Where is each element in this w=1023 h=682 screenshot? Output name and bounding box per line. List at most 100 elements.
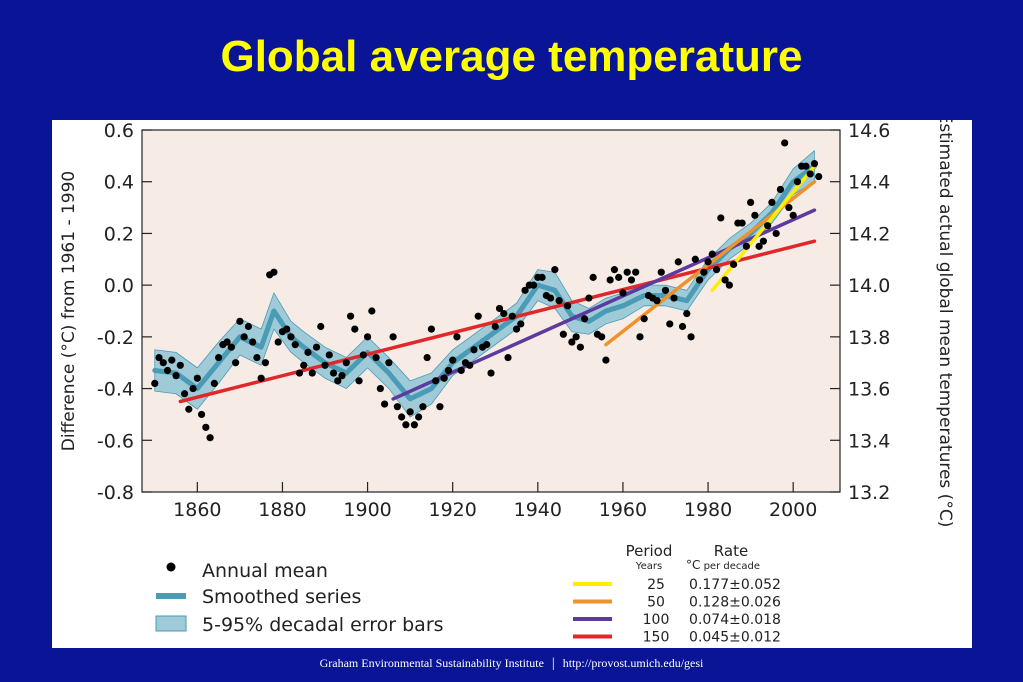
left-y-tick-label: -0.4 [97,379,134,401]
annual-mean-point [380,400,389,408]
legend-annual-mean-label: Annual mean [202,560,328,582]
right-y-tick-label: 13.4 [848,430,890,452]
legend-trend-rate-150: 0.045±0.012 [689,630,781,646]
right-y-tick-label: 14.6 [848,120,890,142]
annual-mean-point [674,258,682,266]
annual-mean-point [670,294,678,302]
trend-line-150 [178,239,817,404]
legend-error-bars-swatch [155,615,187,632]
annual-mean-point [197,410,206,419]
annual-mean-point [815,172,823,181]
right-axis-label-text: Estimated actual global mean temperature… [935,120,955,527]
annual-mean-point [781,139,789,147]
annual-mean-point [338,372,346,380]
annual-mean-point [355,377,363,385]
footer-url[interactable]: http://provost.umich.edu/gesi [562,656,704,670]
right-y-tick-label: 13.2 [848,482,890,504]
annual-mean-point [312,343,321,351]
annual-mean-point [606,276,614,284]
x-tick-label: 1940 [514,499,562,521]
annual-mean-point [457,366,465,375]
annual-mean-point [806,170,814,178]
annual-mean-point [487,369,495,377]
annual-mean-point [700,268,708,276]
right-y-tick-label: 14.0 [848,275,890,297]
annual-mean-point [653,297,661,305]
legend-period-units: Years [635,561,662,572]
annual-mean-point [512,325,521,333]
annual-mean-point [576,343,584,351]
annual-mean-point [295,369,304,377]
right-y-tick-label: 14.2 [848,223,890,245]
annual-mean-point [610,266,619,274]
annual-mean-point [776,185,785,194]
annual-mean-point [227,343,235,351]
annual-mean-point [538,273,546,281]
legend-rate-units: °C per decade [686,558,760,572]
x-tick-label: 2000 [769,499,817,521]
annual-mean-point [546,294,555,302]
annual-mean-point [474,312,482,320]
annual-mean-point [342,359,350,367]
annual-mean-point [589,273,597,281]
annual-mean-point [695,276,704,284]
annual-mean-point [189,384,197,393]
annual-mean-point [678,322,687,331]
annual-mean-point [325,351,333,359]
left-y-tick-label: -0.2 [97,327,134,349]
legend-rate-units-symbol: °C [686,558,700,572]
x-tick-label: 1860 [173,499,221,521]
annual-mean-point [393,403,401,411]
annual-mean-point [223,338,231,346]
annual-mean-point [423,353,431,362]
footer-separator: | [551,656,555,671]
annual-mean-point [793,178,802,186]
annual-mean-point [615,273,623,281]
annual-mean-point [449,356,457,364]
annual-mean-point [581,315,589,323]
annual-mean-point [402,421,410,429]
legend-rate-header: Rate [714,542,748,560]
chart-figure: 0.6 14.6 0.4 14.4 0.2 14.2 0.0 14.0 -0.2 13.8 -0.4… [52,120,972,648]
x-tick-label: 1920 [429,499,477,521]
annual-mean-point [712,266,721,274]
annual-mean-point [236,317,244,325]
annual-mean-point [176,361,184,369]
annual-mean-point [410,421,418,429]
annual-mean-point [168,356,176,364]
annual-mean-point [436,403,444,411]
annual-mean-point [632,268,640,276]
annual-mean-point [619,289,627,297]
annual-mean-point [270,268,278,276]
annual-mean-point [717,214,725,222]
annual-mean-point [636,333,644,341]
annual-mean-point [729,260,738,269]
annual-mean-point [598,333,606,341]
annual-mean-point [385,359,393,367]
annual-mean-point [334,377,342,385]
annual-mean-point [529,281,538,289]
annual-mean-point [725,281,733,289]
annual-mean-point [180,390,189,398]
annual-mean-point [772,229,780,238]
footer: Graham Environmental Sustainability Inst… [0,656,1023,672]
annual-mean-point [257,374,265,382]
annual-mean-point [470,346,478,354]
legend-period-header: Period [626,542,673,560]
annual-mean-point [759,237,767,245]
annual-mean-point [159,359,167,367]
plot-background [142,130,840,492]
temperature-chart: 0.6 14.6 0.4 14.4 0.2 14.2 0.0 14.0 -0.2 13.8 -0.4… [59,120,955,646]
annual-mean-point [508,312,516,320]
annual-mean-point [517,320,525,328]
annual-mean-point [253,353,261,362]
annual-mean-point [521,286,529,294]
x-tick-label: 1980 [684,499,732,521]
annual-mean-point [215,353,223,362]
annual-mean-point [206,434,214,442]
annual-mean-point [627,276,636,284]
annual-mean-point [585,294,593,302]
annual-mean-point [274,338,282,346]
legend-left: Annual mean Smoothed series 5-95% decada… [155,560,444,636]
annual-mean-point [747,198,755,206]
